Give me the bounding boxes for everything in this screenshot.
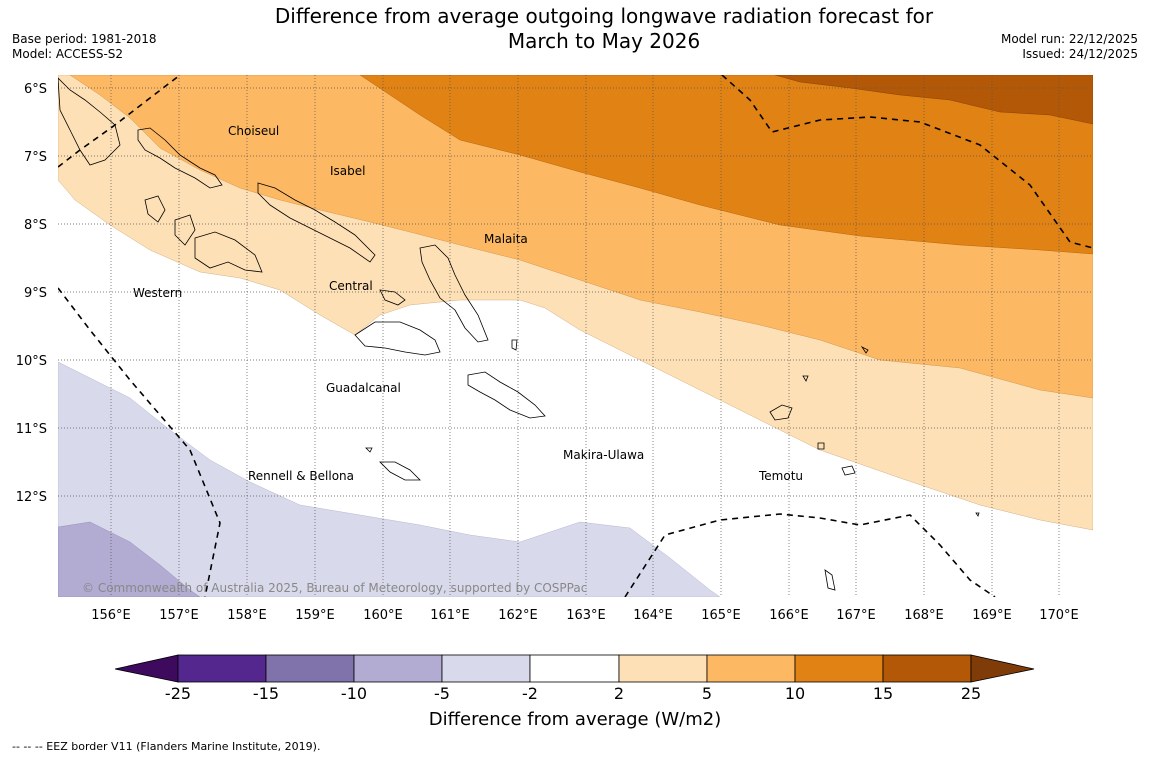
central-islands — [379, 289, 406, 306]
lat-label: 8°S — [24, 218, 47, 233]
lon-label: 165°E — [701, 608, 741, 623]
bougainville-coast — [58, 77, 121, 166]
colorbar — [114, 654, 1035, 683]
colorbar-tick: -2 — [522, 684, 538, 703]
vanikoro-island — [841, 465, 856, 476]
lon-label: 156°E — [91, 608, 131, 623]
colorbar-segment — [353, 654, 443, 683]
utupua-island — [817, 442, 825, 450]
lon-label: 161°E — [430, 608, 470, 623]
model-name: Model: ACCESS-S2 — [12, 47, 124, 61]
label-central: Central — [329, 279, 373, 293]
model-run: Model run: 22/12/2025 — [1000, 32, 1138, 46]
lat-label: 6°S — [24, 82, 47, 97]
label-temotu: Temotu — [758, 469, 803, 483]
map-title: Difference from average outgoing longwav… — [200, 4, 1008, 54]
label-choiseul: Choiseul — [228, 124, 279, 138]
colorbar-segment — [794, 654, 884, 683]
model-info: Base period: 1981-2018 Model: ACCESS-S2 — [12, 32, 157, 62]
tikopia-island — [975, 512, 980, 517]
colorbar-under — [114, 654, 179, 683]
title-line-2: March to May 2026 — [507, 29, 701, 53]
colorbar-tick: 5 — [701, 684, 713, 703]
torres-islands — [824, 569, 836, 591]
title-line-1: Difference from average outgoing longwav… — [274, 4, 934, 28]
lat-label: 10°S — [16, 354, 47, 369]
band-minus10-to-minus5 — [58, 521, 201, 597]
lon-label: 164°E — [633, 608, 673, 623]
makira-island — [467, 371, 546, 419]
choiseul-island — [137, 127, 223, 189]
issued-date: Issued: 24/12/2025 — [1022, 47, 1138, 61]
copyright-notice: © Commonwealth of Australia 2025, Bureau… — [82, 581, 587, 595]
western-islands-a — [174, 214, 196, 246]
colorbar-segment — [177, 654, 267, 683]
malaita-island — [419, 244, 489, 343]
colorbar-title: Difference from average (W/m2) — [428, 709, 722, 730]
label-malaita: Malaita — [484, 232, 528, 246]
label-rennell-bellona: Rennell & Bellona — [248, 469, 354, 483]
colorbar-tick: -5 — [434, 684, 450, 703]
label-isabel: Isabel — [330, 164, 365, 178]
guadalcanal-island — [354, 321, 441, 356]
band-10-to-15 — [359, 75, 1093, 255]
label-makira-ulawa: Makira-Ulawa — [563, 448, 644, 462]
lon-label: 160°E — [363, 608, 403, 623]
western-islands-b — [194, 231, 263, 273]
coastlines — [58, 77, 980, 591]
lon-label: 158°E — [227, 608, 267, 623]
label-western: Western — [133, 286, 182, 300]
colorbar-segment — [618, 654, 708, 683]
lon-label: 167°E — [836, 608, 876, 623]
gridlines — [58, 75, 1093, 597]
lon-label: 169°E — [972, 608, 1012, 623]
lon-label: 163°E — [566, 608, 606, 623]
duff-islands — [802, 375, 809, 382]
colorbar-over — [970, 654, 1035, 683]
colorbar-tick: 25 — [960, 684, 982, 703]
lon-label: 170°E — [1039, 608, 1079, 623]
colorbar-tick: 2 — [613, 684, 625, 703]
band-minus5-to-minus2 — [58, 361, 721, 597]
bellona-island — [365, 447, 373, 453]
lon-label: 159°E — [295, 608, 335, 623]
lat-label: 9°S — [24, 286, 47, 301]
lon-label: 162°E — [498, 608, 538, 623]
sikaiana-island — [860, 345, 869, 354]
lon-label: 166°E — [769, 608, 809, 623]
colorbar-segment — [706, 654, 796, 683]
western-islands-c — [144, 195, 166, 223]
lat-label: 7°S — [24, 150, 47, 165]
lat-labels: 6°S 7°S 8°S 9°S 10°S 11°S 12°S — [16, 82, 47, 505]
santa-cruz-island — [769, 404, 793, 421]
colorbar-tick: 15 — [872, 684, 894, 703]
rennell-island — [379, 461, 421, 481]
lat-label: 12°S — [16, 490, 47, 505]
ulawa-island — [511, 339, 518, 351]
colorbar-segment — [265, 654, 355, 683]
label-guadalcanal: Guadalcanal — [326, 381, 401, 395]
colorbar-segment — [882, 654, 972, 683]
isabel-island — [257, 182, 376, 263]
lat-label: 11°S — [16, 422, 47, 437]
colorbar-segment — [441, 654, 531, 683]
lon-label: 168°E — [904, 608, 944, 623]
run-info: Model run: 22/12/2025 Issued: 24/12/2025 — [1001, 32, 1138, 62]
colorbar-tick: -10 — [340, 684, 368, 703]
colorbar-segment — [529, 654, 620, 683]
base-period: Base period: 1981-2018 — [12, 32, 157, 46]
colorbar-tick: -25 — [164, 684, 192, 703]
lon-label: 157°E — [159, 608, 199, 623]
colorbar-tick: 10 — [784, 684, 806, 703]
colorbar-tick: -15 — [252, 684, 280, 703]
band-15-to-25 — [774, 75, 1093, 125]
eez-footnote: -- -- -- EEZ border V11 (Flanders Marine… — [12, 740, 321, 753]
lon-labels: 156°E 157°E 158°E 159°E 160°E 161°E 162°… — [91, 608, 1079, 623]
map-area: Choiseul Isabel Malaita Western Central … — [58, 75, 1093, 597]
